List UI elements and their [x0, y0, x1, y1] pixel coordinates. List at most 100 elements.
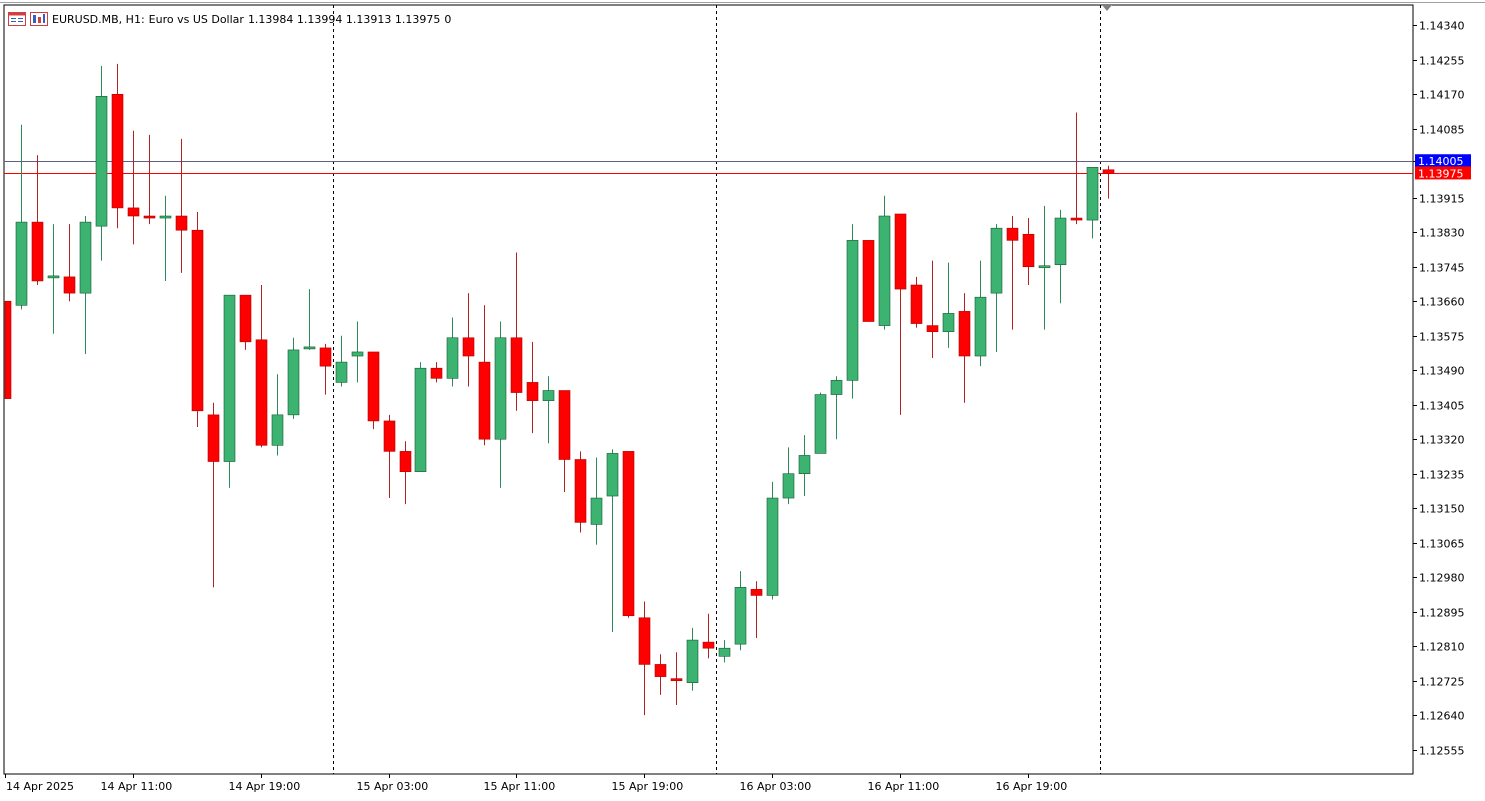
- price-tick-label: 1.14085: [1419, 124, 1465, 137]
- candle: [271, 374, 284, 456]
- candle-body: [734, 587, 747, 645]
- candle: [542, 376, 555, 444]
- ohlc-values: 1.13984 1.13994 1.13913 1.13975: [247, 12, 441, 26]
- candle-body: [894, 213, 907, 290]
- candle-body: [862, 240, 875, 322]
- price-tick-label: 1.14340: [1419, 20, 1465, 33]
- price-tick-label: 1.12810: [1419, 641, 1465, 654]
- candle-body: [399, 451, 412, 472]
- candle: [319, 343, 332, 395]
- candle-body: [367, 351, 380, 422]
- candle: [670, 652, 683, 706]
- candle: [127, 130, 140, 245]
- ask-price-tag: 1.14005: [1415, 154, 1471, 168]
- candle: [862, 240, 875, 322]
- symbol-description: Euro vs US Dollar: [148, 12, 244, 26]
- candle-body: [558, 390, 571, 460]
- candle-body: [622, 451, 635, 617]
- candle-body: [4, 300, 12, 399]
- candle: [1038, 205, 1051, 330]
- candle: [702, 613, 715, 659]
- candle: [654, 654, 667, 695]
- candle: [239, 294, 252, 350]
- price-tick-label: 1.14255: [1419, 55, 1465, 68]
- candle: [590, 457, 603, 545]
- shift-marker-icon[interactable]: [1102, 5, 1112, 11]
- candle: [942, 262, 955, 348]
- candle: [622, 451, 635, 618]
- candle-body: [1054, 217, 1067, 266]
- candle-body: [654, 664, 667, 677]
- candle: [974, 260, 987, 367]
- candle-body: [1102, 169, 1115, 174]
- candle-body: [814, 394, 827, 454]
- candle-body: [606, 453, 619, 497]
- candle-body: [159, 215, 172, 219]
- candle: [686, 627, 699, 691]
- candle-body: [782, 473, 795, 499]
- time-axis[interactable]: 14 Apr 2025 14 Apr 11:00 14 Apr 19:00 15 Ap…: [5, 774, 1068, 793]
- price-tick-label: 1.13745: [1419, 262, 1465, 275]
- price-tick-label: 1.12555: [1419, 745, 1465, 758]
- symbol-label: EURUSD.MB, H1:: [52, 12, 145, 26]
- day-separators: [333, 5, 1101, 774]
- time-tick-label: 14 Apr 19:00: [229, 780, 301, 793]
- candle-body: [878, 215, 891, 326]
- candle-body: [414, 367, 427, 472]
- candle-body: [494, 337, 507, 440]
- candle-body: [335, 361, 348, 383]
- candle: [159, 195, 172, 281]
- candle-body: [430, 367, 443, 379]
- candle: [367, 351, 380, 430]
- candle: [910, 276, 923, 328]
- time-tick-label: 15 Apr 11:00: [484, 780, 556, 793]
- candle: [79, 216, 92, 354]
- chart-bars-icon[interactable]: [30, 12, 48, 26]
- candle: [95, 65, 108, 261]
- volume-value: 0: [444, 12, 452, 26]
- candle-body: [351, 351, 364, 357]
- candle: [351, 321, 364, 383]
- candle: [1070, 112, 1083, 225]
- candle: [1054, 209, 1067, 304]
- candle-body: [926, 325, 939, 332]
- price-tick-label: 1.13575: [1419, 331, 1465, 344]
- candle-body: [702, 641, 715, 649]
- time-tick-label: 15 Apr 19:00: [612, 780, 684, 793]
- price-tick-label: 1.13235: [1419, 469, 1465, 482]
- candle-body: [1038, 265, 1051, 269]
- candle-body: [510, 337, 523, 393]
- candle-body: [1086, 167, 1099, 221]
- price-axis[interactable]: 1.143401.142551.141701.140851.140051.139…: [1413, 20, 1465, 758]
- price-tick-label: 1.12980: [1419, 572, 1465, 585]
- candle-body: [990, 227, 1003, 294]
- candle: [207, 402, 220, 588]
- candle-body: [79, 221, 92, 294]
- candle: [878, 195, 891, 330]
- candle: [526, 341, 539, 434]
- chart-window-icon[interactable]: [8, 12, 26, 26]
- price-tick-label: 1.13405: [1419, 400, 1465, 413]
- candle: [478, 305, 491, 446]
- price-tick-label: 1.12895: [1419, 607, 1465, 620]
- candle: [830, 376, 843, 440]
- price-tick-label: 1.13660: [1419, 296, 1465, 309]
- time-tick-label: 16 Apr 11:00: [868, 780, 940, 793]
- candle: [15, 124, 28, 310]
- candle: [1102, 165, 1115, 199]
- candle: [958, 293, 971, 403]
- candle: [430, 362, 443, 383]
- candle: [446, 317, 459, 387]
- price-tick-label: 1.13915: [1419, 193, 1465, 206]
- candle: [1086, 167, 1099, 239]
- candle-body: [686, 639, 699, 683]
- bid-price-tag: 1.13975: [1415, 166, 1471, 180]
- candle-body: [15, 221, 28, 306]
- time-tick-label: 14 Apr 11:00: [101, 780, 173, 793]
- candle: [510, 252, 523, 411]
- candle-body: [462, 337, 475, 357]
- plot-background: [3, 4, 1414, 775]
- candle-body: [127, 207, 140, 217]
